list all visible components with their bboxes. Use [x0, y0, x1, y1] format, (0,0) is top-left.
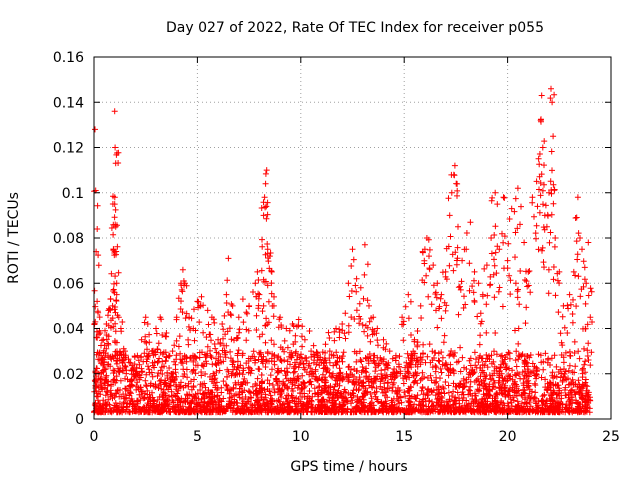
y-tick-label: 0.16	[53, 50, 84, 66]
y-tick-label: 0.08	[53, 231, 84, 247]
x-tick-label: 5	[193, 429, 202, 445]
y-tick-label: 0.12	[53, 141, 84, 157]
x-tick-label: 15	[395, 429, 413, 445]
y-tick-label: 0.04	[53, 322, 84, 338]
x-tick-label: 10	[292, 429, 310, 445]
tick-labels-layer: 0 5 10 15 20 25 0 0.02 0.04 0.06 0.08 0.1 0.12 0.14 0.…	[53, 50, 620, 445]
chart-title: Day 027 of 2022, Rate Of TEC Index for r…	[166, 20, 544, 36]
x-axis-label: GPS time / hours	[290, 459, 407, 475]
x-tick-label: 25	[602, 429, 620, 445]
data-point-markers	[91, 85, 595, 416]
x-tick-label: 20	[499, 429, 517, 445]
ticks-layer	[93, 56, 612, 420]
x-tick-label: 0	[90, 429, 99, 445]
grid-layer	[94, 57, 611, 419]
y-tick-label: 0.14	[53, 95, 84, 111]
y-tick-label: 0	[75, 412, 84, 428]
y-tick-label: 0.06	[53, 276, 84, 292]
points-layer	[91, 85, 595, 416]
y-axis-label: ROTI / TECUs	[6, 192, 22, 284]
y-tick-label: 0.02	[53, 367, 84, 383]
y-tick-label: 0.1	[62, 186, 84, 202]
